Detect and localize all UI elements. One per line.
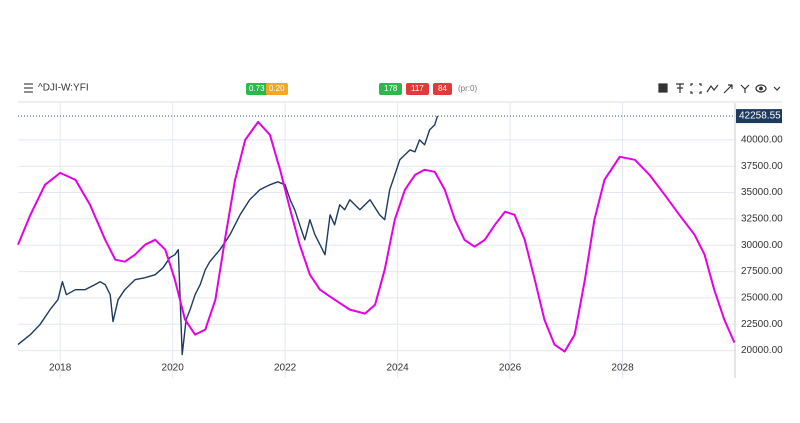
series-line <box>17 115 439 356</box>
badge: 0.73 <box>246 83 268 95</box>
x-tick-label: 2018 <box>49 363 72 374</box>
y-tick-label: 37500.00 <box>741 161 783 172</box>
badge: 0.20 <box>266 83 288 95</box>
badge: 178 <box>379 83 403 95</box>
y-tick-label: 32500.00 <box>741 214 783 225</box>
x-tick-label: 2024 <box>386 363 409 374</box>
menu-icon[interactable] <box>24 83 33 93</box>
pane-label: (pr:0) <box>458 84 478 93</box>
y-tick-label: 22500.00 <box>741 319 783 330</box>
toolbar-icons[interactable] <box>658 83 781 94</box>
badge: 117 <box>406 83 429 95</box>
x-tick-label: 2022 <box>274 363 297 374</box>
x-tick-label: 2026 <box>499 363 522 374</box>
y-tick-label: 30000.00 <box>741 240 783 251</box>
y-tick-label: 35000.00 <box>741 187 783 198</box>
symbol[interactable]: ^DJI-W:YFI <box>38 83 89 94</box>
last-price-label: 42258.55 <box>739 111 781 122</box>
last-price-box <box>736 109 782 124</box>
x-tick-label: 2020 <box>162 363 185 374</box>
series-line <box>17 120 736 353</box>
y-tick-label: 27500.00 <box>741 266 783 277</box>
plot-area <box>18 103 735 378</box>
y-tick-label: 25000.00 <box>741 293 783 304</box>
y-tick-label: 40000.00 <box>741 135 783 146</box>
badge: 84 <box>433 83 452 95</box>
x-tick-label: 2028 <box>611 363 634 374</box>
y-tick-label: 20000.00 <box>741 345 783 356</box>
